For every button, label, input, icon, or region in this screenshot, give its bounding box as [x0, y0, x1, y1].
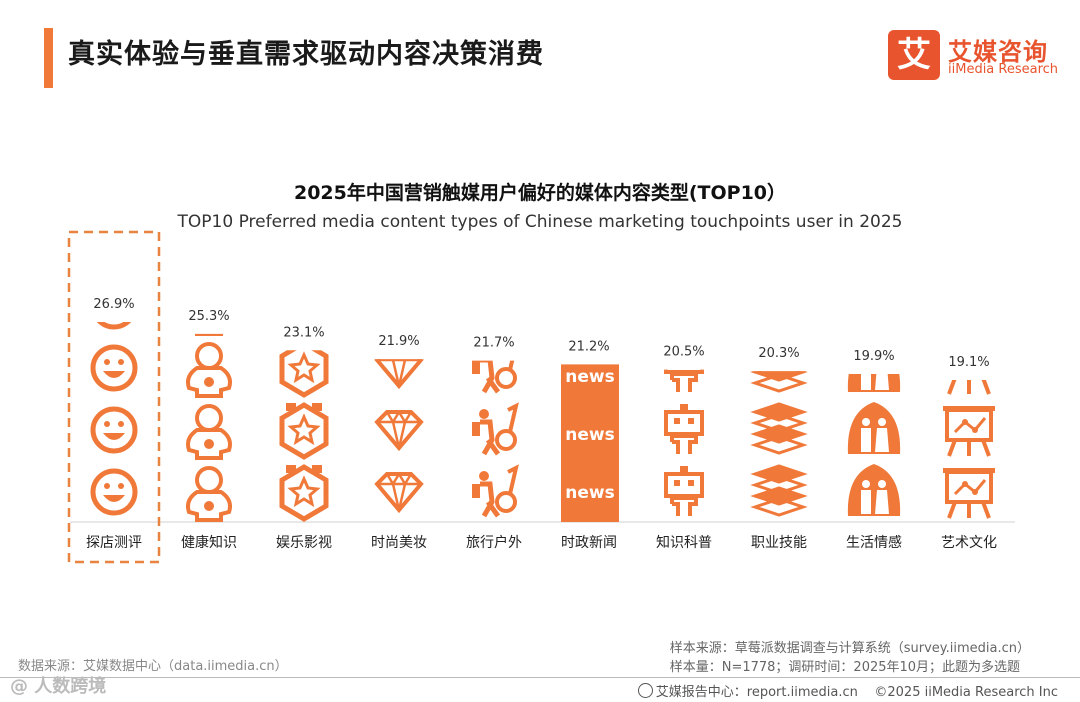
- medal-icon: [279, 350, 329, 398]
- bar-职业技能: [750, 280, 808, 517]
- category-label: 探店测评: [86, 535, 142, 551]
- news-icon: news: [565, 483, 614, 503]
- bar-时尚美妆: [374, 288, 424, 514]
- report-center-link[interactable]: 艾媒报告中心：report.iimedia.cn: [655, 685, 858, 700]
- category-label: 生活情感: [846, 534, 902, 551]
- couple-icon: [847, 464, 901, 516]
- chart-subtitle: TOP10 Preferred media content types of C…: [177, 212, 903, 232]
- books-icon: [755, 280, 803, 329]
- books-icon: [750, 464, 808, 517]
- robot-icon: [666, 280, 702, 330]
- bar-知识科普: [664, 280, 704, 516]
- value-label: 21.7%: [473, 336, 514, 351]
- traveler-icon: [472, 360, 517, 394]
- smile-icon: [96, 322, 132, 330]
- baby-icon: [186, 404, 232, 460]
- medal-icon: [279, 402, 329, 460]
- medal-icon: [279, 464, 329, 522]
- category-label: 娱乐影视: [276, 535, 332, 551]
- footer-divider: [0, 677, 1080, 678]
- category-label: 艺术文化: [941, 535, 997, 551]
- smile-icon: [93, 223, 135, 265]
- traveler-icon: [472, 282, 516, 330]
- value-label: 25.3%: [188, 309, 229, 324]
- bar-娱乐影视: [279, 350, 329, 522]
- diamond-icon: [374, 409, 424, 452]
- value-label: 23.1%: [283, 325, 324, 340]
- baby-icon: [186, 342, 232, 398]
- diamond-icon: [374, 471, 424, 514]
- iimedia-logo: 艾 艾媒咨询 iiMedia Research: [888, 30, 1068, 82]
- value-label: 19.9%: [853, 349, 894, 364]
- logo-mark: 艾: [888, 30, 940, 80]
- sample-source: 样本来源：草莓派数据调查与计算系统（survey.iimedia.cn）: [669, 641, 1030, 656]
- books-icon: [750, 402, 808, 455]
- traveler-icon: [472, 402, 519, 456]
- footer-bottom: 艾媒报告中心：report.iimedia.cn ©2025 iiMedia R…: [637, 681, 1058, 700]
- traveler-icon: [472, 464, 519, 518]
- value-label: 26.9%: [93, 297, 134, 312]
- chart-title: 2025年中国营销触媒用户偏好的媒体内容类型(TOP10）: [293, 182, 787, 204]
- baby-icon: [186, 466, 232, 522]
- sample-info: 样本来源：草莓派数据调查与计算系统（survey.iimedia.cn） 样本量…: [670, 639, 1030, 677]
- category-label: 时尚美妆: [371, 535, 427, 551]
- robot-icon: [664, 369, 704, 392]
- category-label: 知识科普: [656, 534, 712, 551]
- bar-健康知识: [186, 220, 232, 522]
- books-icon: [750, 371, 808, 393]
- bar-时政新闻: [561, 364, 619, 522]
- robot-icon: [664, 404, 704, 454]
- couple-icon: [848, 278, 900, 330]
- highlight-box: [67, 230, 161, 564]
- baby-icon: [195, 333, 223, 336]
- value-label: 19.1%: [948, 355, 989, 370]
- diamond-icon: [374, 359, 424, 390]
- category-label: 旅行户外: [466, 534, 522, 551]
- easel-icon: [945, 379, 993, 395]
- news-icon: news: [565, 425, 614, 445]
- logo-en-text: iiMedia Research: [948, 62, 1059, 77]
- title-accent-bar: [44, 28, 53, 88]
- value-label: 20.5%: [663, 345, 704, 360]
- easel-icon: [943, 468, 995, 519]
- couple-icon: [847, 402, 901, 454]
- sample-size: 样本量：N=1778；调研时间：2025年10月；此题为多选题: [669, 660, 1021, 675]
- page-title: 真实体验与垂直需求驱动内容决策消费: [68, 39, 544, 70]
- smile-icon: [90, 406, 138, 454]
- copyright: ©2025 iiMedia Research Inc: [874, 685, 1058, 700]
- watermark: @ 人数跨境: [10, 676, 107, 697]
- value-label: 20.3%: [758, 346, 799, 361]
- news-icon: news: [565, 367, 614, 387]
- baby-icon: [188, 220, 230, 272]
- logo-cn-text: 艾媒咨询: [948, 38, 1048, 66]
- value-label: 21.2%: [568, 339, 609, 354]
- globe-icon: [637, 683, 653, 698]
- couple-icon: [847, 374, 901, 392]
- smile-icon: [90, 468, 138, 516]
- category-label: 职业技能: [751, 535, 807, 551]
- value-label: 21.9%: [378, 334, 419, 349]
- bar-艺术文化: [943, 282, 995, 519]
- bar-探店测评: [90, 223, 138, 516]
- robot-icon: [664, 466, 704, 516]
- data-source: 数据来源：艾媒数据中心（data.iimedia.cn）: [18, 659, 288, 674]
- smile-icon: [90, 344, 138, 392]
- easel-icon: [943, 406, 995, 457]
- category-label: 时政新闻: [561, 535, 617, 551]
- easel-icon: [943, 282, 995, 332]
- diamond-icon: [377, 288, 421, 324]
- bar-旅行户外: [472, 282, 519, 518]
- bar-生活情感: [847, 278, 901, 516]
- category-label: 健康知识: [181, 534, 237, 551]
